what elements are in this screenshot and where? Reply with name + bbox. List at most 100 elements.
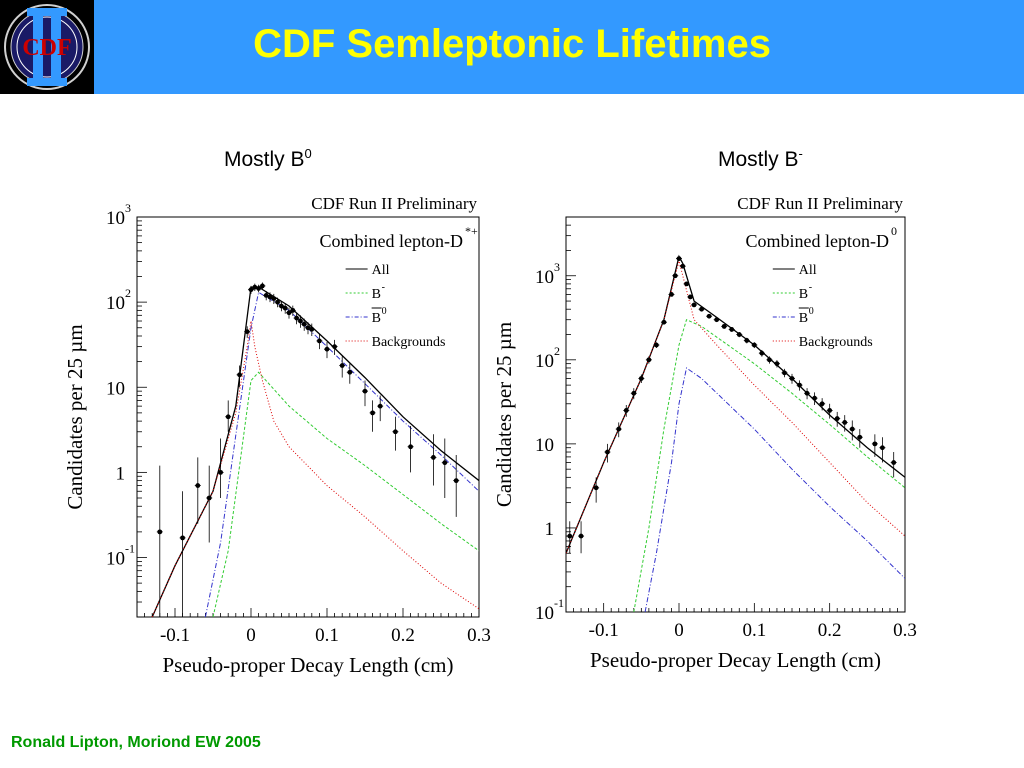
plot-frame [136, 216, 480, 618]
data-point [377, 403, 383, 409]
data-point [827, 408, 833, 413]
y-tick-exponent: -1 [554, 596, 564, 610]
data-point [282, 305, 288, 311]
legend-label: B [799, 287, 808, 302]
data-point [797, 382, 802, 388]
title-bar: CDF CDF Semleptonic Lifetimes [0, 0, 1024, 94]
data-point [767, 357, 772, 363]
logo-text: CDF [22, 35, 71, 61]
data-point [751, 342, 757, 348]
cdf-logo-icon: CDF [4, 4, 90, 90]
data-point [706, 313, 712, 319]
data-point [782, 370, 787, 376]
data-point [237, 372, 243, 378]
legend-label: B [372, 287, 381, 302]
footer-credit: Ronald Lipton, Moriond EW 2005 [11, 734, 261, 751]
data-point [872, 441, 878, 447]
x-tick-label: 0 [246, 625, 256, 646]
data-point [819, 401, 825, 407]
data-point [309, 326, 315, 332]
series-line-b- [212, 371, 479, 617]
data-point [789, 376, 795, 381]
data-point [324, 346, 330, 352]
data-point [857, 434, 863, 440]
data-point [680, 263, 686, 269]
data-point [842, 420, 848, 425]
y-tick-exponent: -1 [125, 542, 135, 556]
y-tick-exponent: 3 [125, 201, 131, 215]
chart-subtitle-sup: *+ [465, 224, 478, 238]
legend-label-sup: 0 [382, 306, 387, 317]
y-tick-exponent: 3 [554, 260, 560, 274]
cdf-logo: CDF [0, 0, 94, 94]
data-point [578, 533, 584, 539]
legend-label: Backgrounds [372, 335, 446, 350]
data-point [370, 410, 375, 416]
x-tick-label: 0.1 [315, 625, 339, 646]
data-point [332, 344, 337, 350]
x-axis-title: Pseudo-proper Decay Length (cm) [590, 648, 881, 672]
data-point [347, 369, 353, 375]
x-tick-label: 0.3 [467, 625, 491, 646]
data-point [744, 338, 750, 343]
data-point [180, 535, 186, 541]
y-tick-label: 10 [106, 378, 125, 399]
plot-area [151, 282, 479, 617]
y-tick-label: 1 [116, 463, 126, 484]
data-point [714, 317, 720, 323]
data-point [672, 273, 678, 279]
chart-subtitle-sup: 0 [891, 224, 897, 238]
y-tick-label: 10 [106, 293, 125, 314]
data-point [729, 327, 735, 332]
x-tick-label: 0.2 [818, 620, 842, 641]
y-axis-title: Candidates per 25 µm [492, 322, 516, 507]
chart-title: CDF Run II Preliminary [311, 194, 477, 213]
data-point [339, 363, 345, 368]
data-point [453, 478, 459, 484]
data-point [774, 361, 780, 367]
data-point [849, 426, 855, 432]
data-point [891, 460, 897, 465]
data-point [646, 357, 652, 363]
data-point [317, 338, 322, 344]
legend-label: All [372, 263, 390, 278]
data-point [442, 460, 448, 466]
data-point [298, 318, 303, 324]
data-point [687, 294, 693, 300]
data-point [812, 395, 817, 401]
data-point [260, 283, 265, 289]
series-line-backgrounds [151, 320, 479, 617]
data-point [593, 485, 599, 491]
chart-heading-right-sup: - [798, 146, 803, 161]
data-point [759, 350, 765, 356]
data-point [271, 296, 277, 302]
data-point [669, 292, 674, 297]
x-tick-label: 0 [674, 620, 684, 641]
data-point [736, 332, 742, 337]
chart-subtitle: Combined lepton-D [320, 231, 463, 251]
data-point [699, 306, 704, 312]
data-point [256, 285, 261, 291]
data-point [654, 342, 659, 348]
legend-label: B [799, 311, 808, 326]
data-point [623, 408, 629, 413]
x-tick-label: -0.1 [160, 625, 190, 646]
data-point [393, 429, 398, 435]
y-tick-label: 10 [535, 351, 554, 372]
data-point [638, 376, 644, 381]
data-point [301, 321, 307, 327]
data-point [605, 449, 610, 455]
data-point [804, 390, 810, 396]
x-tick-label: 0.3 [893, 620, 917, 641]
data-point [721, 323, 727, 329]
series-line-backgrounds [566, 260, 905, 554]
x-tick-label: -0.1 [589, 620, 619, 641]
y-tick-exponent: 2 [554, 344, 560, 358]
legend-label-sup: - [809, 282, 812, 293]
data-point [279, 303, 284, 309]
data-point [880, 445, 885, 451]
legend-label-sup: 0 [809, 306, 814, 317]
